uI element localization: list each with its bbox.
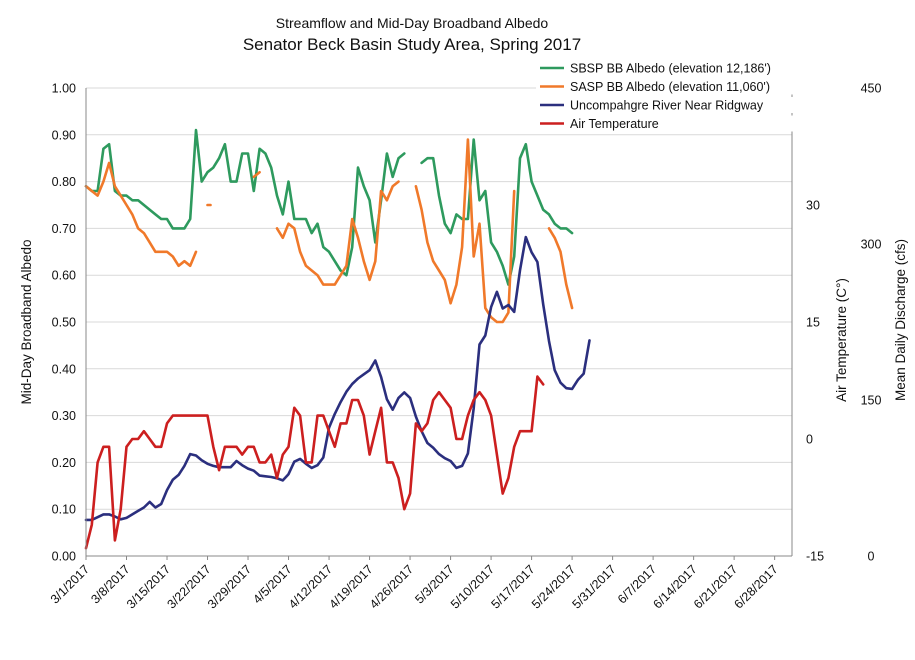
series-2 [84, 235, 591, 522]
albedo-tick-label: 0.70 [52, 222, 76, 236]
chart-title: Streamflow and Mid-Day Broadband Albedo [276, 15, 549, 31]
legend-label: SASP BB Albedo (elevation 11,060') [570, 80, 770, 94]
x-tick-label: 3/1/2017 [48, 562, 92, 606]
albedo-tick-label: 1.00 [52, 82, 76, 96]
legend-bg [536, 115, 826, 132]
series-line [84, 375, 545, 550]
legend-bg [536, 97, 826, 113]
temperature-tick-label: 30 [806, 199, 820, 213]
series-line [84, 161, 198, 268]
temperature-tick-label: 15 [806, 316, 820, 330]
x-tick-label: 6/28/2017 [732, 562, 781, 611]
discharge-tick-labels: 0 150 300 450 [861, 82, 882, 564]
y-axis-label: Mid-Day Broadband Albedo [19, 239, 34, 404]
series-1 [84, 138, 574, 324]
series-line [414, 138, 516, 324]
legend: SBSP BB Albedo (elevation 12,186') SASP B… [536, 60, 826, 132]
albedo-tick-label: 0.00 [52, 550, 76, 564]
x-tick-label: 3/29/2017 [205, 562, 254, 611]
series-3 [84, 375, 545, 550]
temperature-tick-labels: -150153045 [806, 82, 824, 564]
albedo-tick-label: 0.90 [52, 128, 76, 142]
albedo-tick-label: 0.20 [52, 456, 76, 470]
albedo-tick-label: 0.40 [52, 362, 76, 376]
discharge-tick-label: 0 [868, 550, 875, 564]
temperature-tick-label: -15 [806, 550, 824, 564]
albedo-tick-label: 0.80 [52, 175, 76, 189]
series-line [84, 128, 406, 277]
discharge-tick-label: 450 [861, 82, 882, 96]
series-line [547, 227, 574, 310]
albedo-tick-labels: 0.00 0.10 0.20 0.30 0.40 0.50 0.60 0.70 0.80 0.90… [52, 82, 76, 564]
series-line [84, 235, 591, 522]
series-0 [84, 128, 574, 286]
legend-label: Uncompahgre River Near Ridgway [570, 99, 764, 113]
series-line [420, 138, 574, 286]
x-tick-label: 4/26/2017 [367, 562, 416, 611]
axes [85, 88, 793, 557]
legend-label: Air Temperature [570, 117, 659, 131]
gridlines [86, 87, 792, 510]
albedo-tick-label: 0.50 [52, 316, 76, 330]
series-lines [84, 128, 591, 550]
discharge-tick-label: 300 [861, 238, 882, 252]
albedo-tick-label: 0.10 [52, 503, 76, 517]
series-line [275, 180, 400, 286]
y2-axis-label: Air Temperature (C°) [834, 278, 849, 402]
albedo-tick-label: 0.30 [52, 409, 76, 423]
legend-bg [536, 78, 826, 95]
y3-axis-label: Mean Daily Discharge (cfs) [893, 239, 908, 401]
series-line [252, 170, 261, 179]
temperature-tick-label: 0 [806, 433, 813, 447]
chart-subtitle: Senator Beck Basin Study Area, Spring 20… [243, 35, 581, 54]
legend-label: SBSP BB Albedo (elevation 12,186') [570, 62, 771, 76]
discharge-tick-label: 150 [861, 394, 882, 408]
date-tick-labels: 3/1/20173/8/20173/15/20173/22/20173/29/2… [48, 556, 781, 611]
albedo-tick-label: 0.60 [52, 269, 76, 283]
legend-bg [536, 60, 826, 76]
x-tick-label: 5/31/2017 [570, 562, 619, 611]
